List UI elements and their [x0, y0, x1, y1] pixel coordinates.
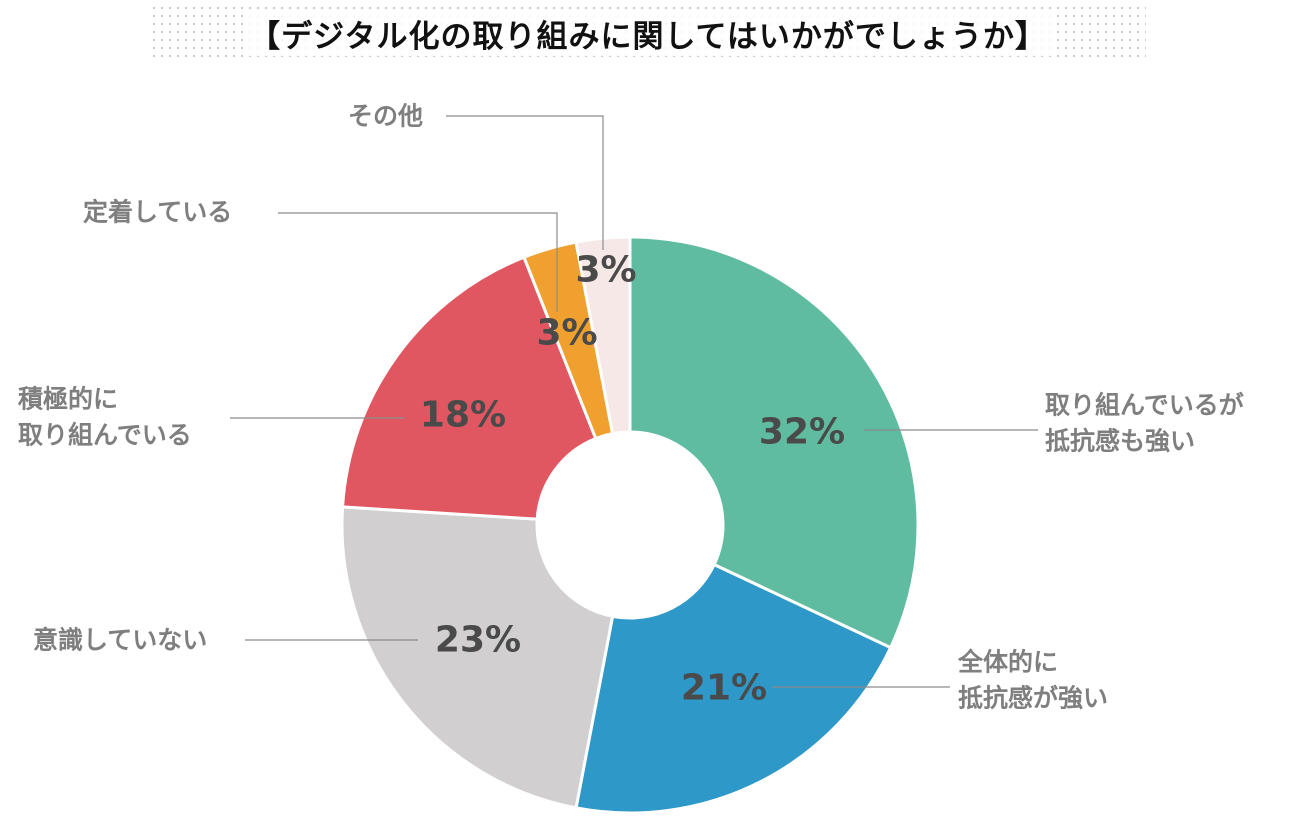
leader-line-6	[446, 115, 604, 250]
donut-slice-6	[574, 235, 632, 436]
slice-category-label-6-line-1: その他	[348, 102, 423, 131]
slice-value-label-1: 32%	[759, 412, 845, 453]
slice-category-label-5-line-1: 定着している	[83, 198, 232, 227]
donut-slice-3	[340, 505, 615, 810]
slice-category-label-4-line-2: 取り組んでいる	[18, 421, 192, 450]
slice-category-label-3-line-1: 意識していない	[33, 626, 207, 655]
slice-category-label-2-line-1: 全体的に	[957, 648, 1058, 677]
chart-title: 【デジタル化の取り組みに関してはいかがでしょうか】	[243, 10, 1053, 56]
slice-category-label-4-line-1: 積極的に	[18, 385, 118, 414]
chart-title-container: 【デジタル化の取り組みに関してはいかがでしょうか】	[150, 4, 1146, 62]
donut-slice-4	[340, 255, 598, 521]
donut-slice-2	[574, 562, 893, 815]
slice-value-label-4: 18%	[420, 395, 506, 436]
slice-value-label-2: 21%	[681, 668, 767, 709]
slice-value-label-6: 3%	[575, 250, 636, 291]
slice-category-label-1-line-1: 取り組んでいるが	[1045, 391, 1244, 420]
slice-category-label-1-line-2: 抵抗感も強い	[1045, 427, 1195, 456]
donut-slice-1	[628, 235, 920, 650]
leader-line-5	[278, 212, 558, 312]
slice-category-label-2-line-2: 抵抗感が強い	[958, 684, 1108, 713]
slice-value-label-5: 3%	[536, 313, 597, 354]
slice-value-label-3: 23%	[435, 620, 521, 661]
